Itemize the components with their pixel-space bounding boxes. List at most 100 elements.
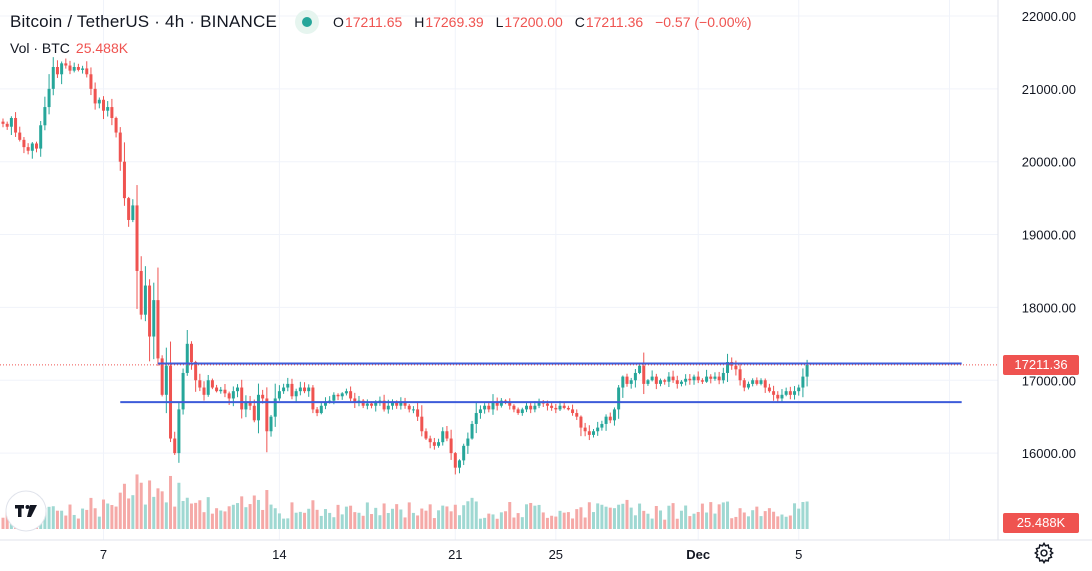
volume-bar: [169, 475, 173, 529]
candle: [550, 402, 554, 411]
volume-bar: [759, 516, 763, 529]
candle: [89, 67, 93, 96]
symbol-title[interactable]: Bitcoin / TetherUS · 4h · BINANCE: [10, 12, 278, 31]
volume-bar: [441, 505, 445, 529]
gear-icon[interactable]: [1033, 542, 1055, 564]
volume-bar: [483, 517, 487, 529]
candle: [122, 142, 126, 206]
candle-body: [726, 362, 730, 373]
candle: [156, 267, 160, 366]
candle: [746, 381, 750, 390]
volume-bar: [600, 504, 604, 529]
low-key: L: [495, 14, 504, 30]
candle-body: [72, 66, 76, 71]
candle-body: [495, 402, 499, 406]
price-tick-label: 16000.00: [1022, 446, 1076, 461]
candle-body: [185, 343, 189, 373]
candle-body: [667, 376, 671, 382]
candle-body: [198, 380, 202, 388]
candle-body: [525, 405, 528, 410]
candle-body: [106, 107, 110, 111]
candle-body: [1, 121, 5, 124]
volume-bar: [127, 498, 131, 529]
candle: [483, 403, 487, 414]
time-tick-label: 21: [448, 547, 462, 562]
candle-body: [370, 403, 374, 406]
price-axis[interactable]: 22000.00 21000.00 20000.00 19000.00 18000.00…: [997, 0, 1076, 540]
candle: [575, 409, 579, 421]
candle: [181, 368, 185, 415]
volume-bar: [328, 512, 332, 529]
volume-bar: [550, 515, 554, 529]
volume-bar: [47, 506, 51, 529]
chart-legend: Bitcoin / TetherUS · 4h · BINANCE O 17211…: [10, 10, 752, 56]
time-axis[interactable]: 7 14 21 25 Dec 5: [0, 539, 1092, 562]
candle: [177, 401, 181, 463]
market-status[interactable]: [295, 10, 320, 34]
open-key: O: [333, 14, 344, 30]
candle-body: [474, 413, 478, 424]
candle-body: [315, 409, 319, 414]
volume-bar: [474, 501, 478, 529]
candle: [298, 381, 302, 396]
volume-bar: [520, 517, 524, 529]
candle-body: [164, 365, 168, 395]
volume-bar: [428, 504, 432, 529]
volume-bar: [709, 502, 713, 529]
candle-body: [240, 387, 244, 410]
volume-bar: [277, 513, 281, 529]
candle: [55, 60, 59, 78]
candle-body: [236, 387, 240, 392]
candle-body: [642, 365, 646, 384]
time-tick-label: 14: [272, 547, 286, 562]
candle: [403, 397, 407, 409]
candle-body: [533, 405, 537, 410]
candle-body: [763, 380, 767, 388]
candle: [139, 256, 143, 320]
candle: [726, 353, 730, 382]
candle: [231, 386, 235, 407]
candle-body: [742, 380, 746, 388]
volume-bar: [558, 510, 562, 529]
trend-lines[interactable]: [120, 362, 962, 404]
candle-body: [30, 143, 34, 151]
candle-body: [227, 393, 231, 399]
candle: [516, 407, 520, 415]
candle: [432, 437, 436, 450]
volume-bar: [411, 512, 415, 529]
candle: [85, 61, 89, 78]
volume-bar: [663, 519, 667, 529]
candle-body: [583, 427, 587, 432]
low-value: 17200.00: [504, 14, 563, 30]
candle-body: [478, 409, 482, 414]
volume-bar: [156, 488, 160, 529]
candle-body: [516, 409, 520, 414]
candle: [18, 126, 22, 142]
candle-body: [85, 68, 89, 75]
candle-body: [143, 285, 147, 315]
candle: [286, 377, 290, 392]
volume-legend[interactable]: Vol · BTC 25.488K: [10, 40, 752, 56]
candle-body: [206, 380, 210, 395]
volume-bar: [231, 504, 235, 529]
volume-bar: [303, 512, 307, 529]
candle-body: [277, 391, 281, 399]
candle: [97, 97, 101, 109]
tradingview-logo-icon[interactable]: [5, 490, 47, 532]
candle-body: [424, 431, 428, 439]
candle-body: [177, 409, 181, 454]
candles: [1, 57, 809, 475]
candle-body: [365, 403, 369, 406]
candle-body: [462, 445, 466, 461]
volume-bar: [579, 507, 583, 529]
last-price-tag: 17211.36: [1003, 354, 1079, 375]
volume-bar: [692, 513, 696, 529]
volume-bar: [164, 502, 168, 529]
candle-body: [194, 362, 198, 381]
candle-body: [64, 63, 68, 66]
candle: [642, 352, 646, 395]
volume-bar: [772, 511, 776, 529]
candle: [705, 369, 709, 383]
close-value: 17211.36: [585, 14, 644, 30]
